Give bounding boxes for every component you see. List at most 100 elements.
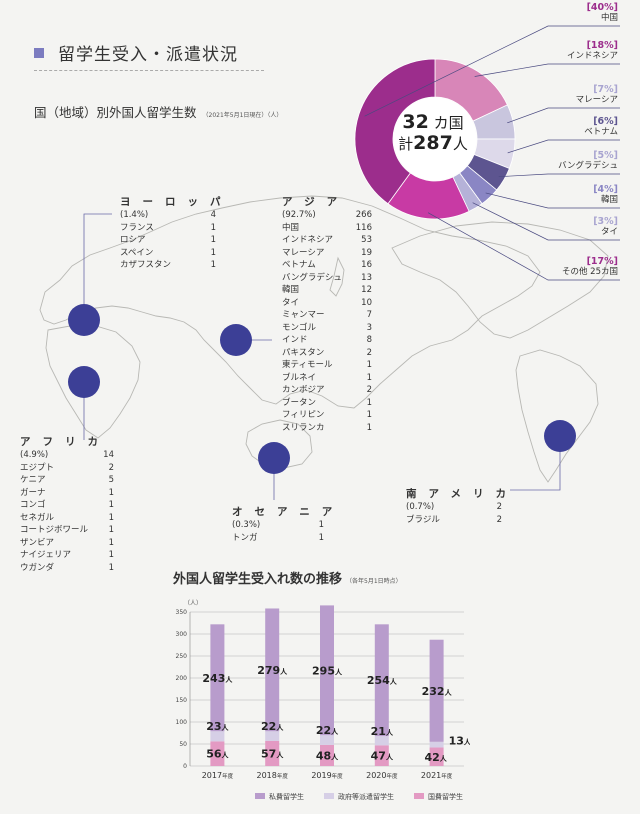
country-row: コートジボワール 1 <box>20 524 114 537</box>
asia-marker <box>220 324 252 356</box>
country-count: 53 <box>361 235 372 245</box>
country-row: インドネシア 53 <box>282 234 372 247</box>
country-name: ケニア <box>20 475 46 485</box>
region-total: 1 <box>318 520 324 530</box>
country-name: スペイン <box>120 247 154 258</box>
pie-label: [18%] インドネシア <box>567 40 618 62</box>
trend-chart-title: 外国人留学生受入れ数の推移 （各年5月1日時点） <box>173 568 402 587</box>
region-share: (1.4%) <box>120 210 149 220</box>
legend-item: 私費留学生 <box>255 792 304 802</box>
country-name: 韓国 <box>282 285 300 295</box>
country-name: ミャンマー <box>282 310 325 320</box>
region-share-row: (1.4%) 4 <box>120 209 216 222</box>
section-title-text: 留学生受入・派遣状況 <box>58 45 238 65</box>
pie-label: [6%] ベトナム <box>584 116 618 138</box>
country-count: 1 <box>366 410 372 420</box>
region-name: ヨーロッパ <box>120 196 233 208</box>
bar-segment-private <box>320 605 334 736</box>
region-share-row: (0.7%) 2 <box>406 501 502 514</box>
country-name: ブルネイ <box>282 372 317 383</box>
country-count: 12 <box>361 285 372 295</box>
country-name: カザフスタン <box>120 260 172 270</box>
country-name: バングラデシュ <box>282 272 342 283</box>
south-america-marker <box>544 420 576 452</box>
country-count: 1 <box>366 360 372 370</box>
y-tick-label: 100 <box>176 719 188 726</box>
country-count: 116 <box>355 222 372 233</box>
region-name: 南アメリカ <box>406 488 518 500</box>
x-tick-label: 2021年度 <box>421 771 453 780</box>
country-count: 13 <box>361 272 372 283</box>
country-name: コンゴ <box>20 500 46 510</box>
country-row: モンゴル 3 <box>282 322 372 335</box>
south-america-leader <box>510 436 561 491</box>
region-name: オセアニア <box>232 506 345 518</box>
y-tick-label: 350 <box>176 609 188 616</box>
pie-center-countries: 32 カ国 <box>402 111 464 133</box>
legend-swatch <box>324 793 334 799</box>
country-row: ウガンダ 1 <box>20 562 114 575</box>
country-count: 1 <box>366 397 372 408</box>
country-name: スリランカ <box>282 422 325 433</box>
country-count: 1 <box>366 372 372 383</box>
country-count: 1 <box>318 532 324 543</box>
country-row: パキスタン 2 <box>282 347 372 360</box>
country-count: 8 <box>366 335 372 345</box>
country-count: 5 <box>108 475 114 485</box>
pie-label-name: 中国 <box>600 13 618 23</box>
section-title: 留学生受入・派遣状況 <box>34 40 238 65</box>
y-tick-label: 200 <box>176 675 188 682</box>
country-count: 16 <box>361 260 372 270</box>
country-row: ザンビア 1 <box>20 537 114 550</box>
x-tick-label: 2019年度 <box>311 771 343 780</box>
country-name: ナイジェリア <box>20 550 72 560</box>
region-south-america: 南アメリカ (0.7%) 2 ブラジル 2 <box>406 486 518 526</box>
country-row: タイ 10 <box>282 297 372 310</box>
pie-label-percent: [17%] <box>586 256 618 267</box>
country-row: ナイジェリア 1 <box>20 549 114 562</box>
y-tick-label: 300 <box>176 631 188 638</box>
country-name: モンゴル <box>282 322 317 333</box>
chart-legend: 私費留学生 政府等派遣留学生 国費留学生 <box>255 792 463 802</box>
legend-swatch <box>255 793 265 799</box>
country-count: 10 <box>361 297 372 308</box>
pie-leader-line <box>427 212 620 281</box>
region-share: (4.9%) <box>20 450 49 460</box>
country-row: エジプト 2 <box>20 462 114 475</box>
pie-label-name: 韓国 <box>600 195 618 205</box>
region-share: (92.7%) <box>282 210 316 220</box>
country-name: エジプト <box>20 462 55 473</box>
country-name: タイ <box>282 297 300 308</box>
country-count: 1 <box>108 562 114 573</box>
pie-label: [3%] タイ <box>593 216 618 238</box>
country-row: ベトナム 16 <box>282 259 372 272</box>
country-name: フィリピン <box>282 410 325 420</box>
country-row: ミャンマー 7 <box>282 309 372 322</box>
country-row: フィリピン 1 <box>282 409 372 422</box>
region-share-row: (92.7%) 266 <box>282 209 372 222</box>
data-label-private: 279人 <box>257 664 288 677</box>
legend-item: 政府等派遣留学生 <box>324 792 394 802</box>
country-name: ザンビア <box>20 537 55 548</box>
legend-item: 国費留学生 <box>414 792 463 802</box>
pie-label-name: インドネシア <box>566 51 618 61</box>
country-name: セネガル <box>20 512 55 523</box>
y-tick-label: 0 <box>183 763 187 770</box>
bar-segment-national <box>429 747 444 766</box>
country-count: 2 <box>366 347 372 358</box>
country-name: ベトナム <box>282 260 316 270</box>
region-total: 2 <box>496 502 502 512</box>
bar-segment-private <box>429 639 444 742</box>
country-count: 19 <box>361 247 372 258</box>
pie-label-percent: [18%] <box>586 40 618 51</box>
country-row: ガーナ 1 <box>20 487 114 500</box>
region-total: 266 <box>355 210 372 220</box>
pie-label: [17%] その他 25カ国 <box>562 256 618 278</box>
country-name: コートジボワール <box>20 525 89 535</box>
country-name: ブラジル <box>406 514 440 525</box>
trend-chart-title-text: 外国人留学生受入れ数の推移 <box>173 572 343 587</box>
bar-segment-government <box>320 735 334 745</box>
pie-leader-line <box>474 63 620 77</box>
pie-label-name: マレーシア <box>575 95 618 105</box>
region-oceania: オセアニア (0.3%) 1 トンガ 1 <box>232 504 345 544</box>
